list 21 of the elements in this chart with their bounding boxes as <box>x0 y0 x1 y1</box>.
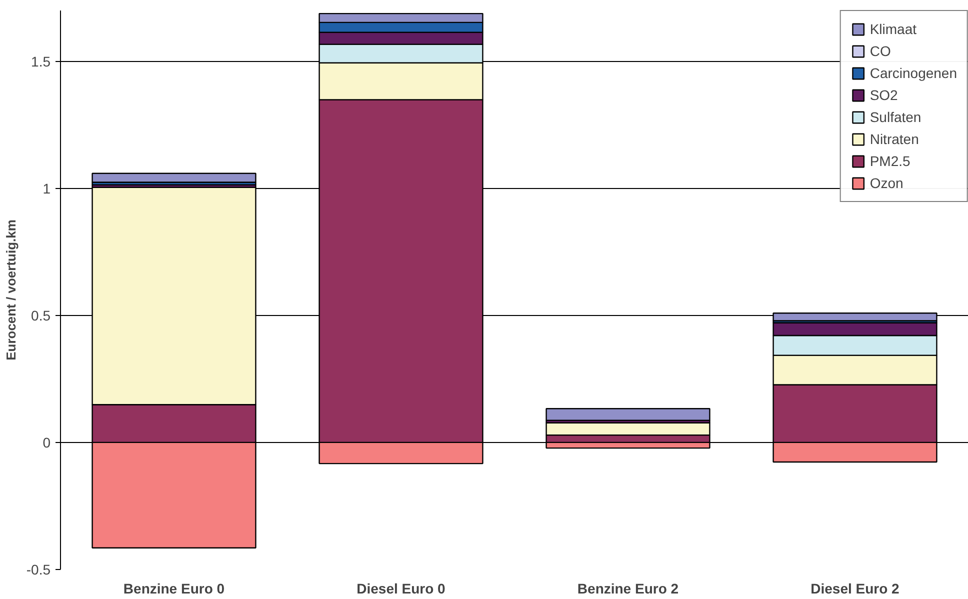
y-tick-label: -0.5 <box>26 562 51 578</box>
y-tick-label: 0.5 <box>31 307 51 324</box>
legend-label: Ozon <box>870 175 904 191</box>
x-tick-label: Benzine Euro 0 <box>123 580 225 596</box>
x-tick-label: Diesel Euro 0 <box>356 580 446 596</box>
legend-label: Nitraten <box>870 131 919 147</box>
x-tick-label: Diesel Euro 2 <box>810 580 900 596</box>
y-axis-title: Eurocent / voertuig.km <box>3 220 18 360</box>
bar <box>546 408 710 421</box>
bar <box>772 312 938 322</box>
legend-label: Carcinogenen <box>870 65 957 81</box>
x-tick-label: Benzine Euro 2 <box>577 580 679 596</box>
legend-label: CO <box>870 43 891 59</box>
y-tick-label: 1.5 <box>31 53 51 70</box>
y-tick-label: 1 <box>42 180 51 196</box>
legend-label: SO2 <box>870 87 898 103</box>
bar <box>92 172 256 183</box>
y-tick-label: 0 <box>42 434 51 450</box>
legend-label: PM2.5 <box>870 153 910 169</box>
legend-label: Sulfaten <box>870 109 922 125</box>
legend-label: Klimaat <box>870 21 917 37</box>
